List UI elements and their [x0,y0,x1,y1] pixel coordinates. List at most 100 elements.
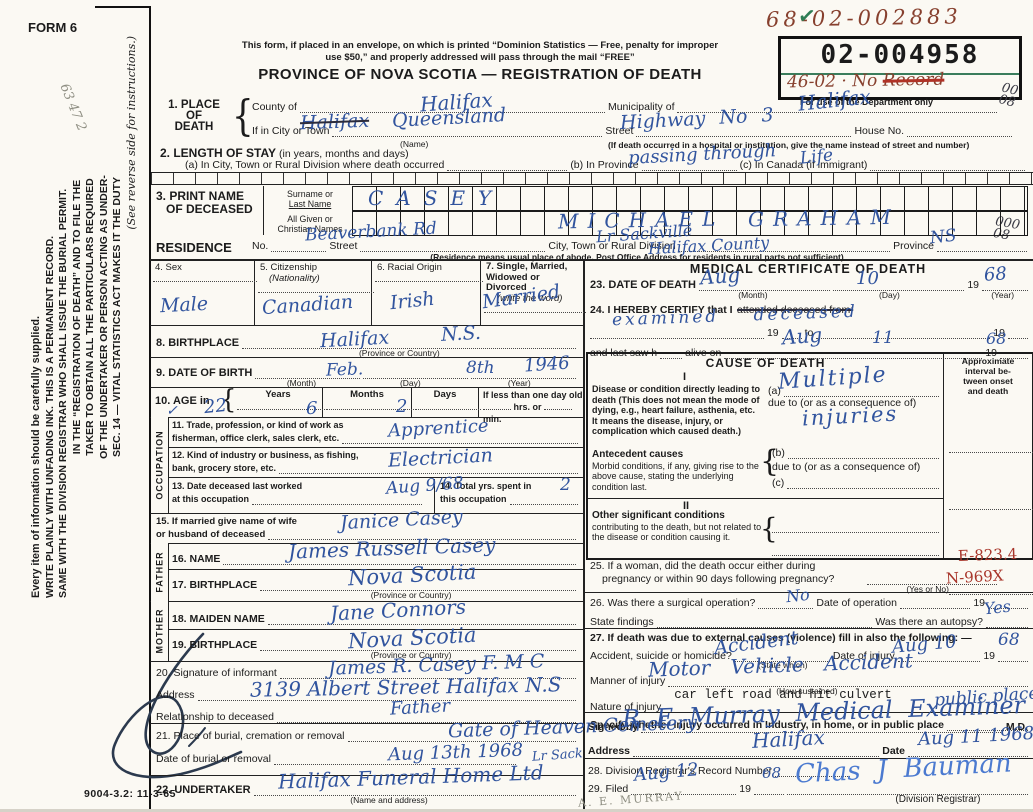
dept-note-struck: Record [882,69,945,91]
manner-row: Manner of injury (How sustained) [590,674,1028,696]
other-sub: contributing to the death, but not relat… [592,521,762,543]
certify-line1: 24. I HEREBY CERTIFY that I attended dec… [590,300,1028,318]
sidebar-line-of-the: OF THE UNDERTAKER OR PERSON ACTING AS UN… [97,175,110,459]
informant-relationship-row: Relationship to deceased [156,710,576,723]
cause-of-death-box: CAUSE OF DEATH I Disease or condition di… [586,352,1033,595]
s1-line3: DEATH [174,121,214,133]
antecedent-label-block: Antecedent causes Morbid conditions, if … [592,449,762,492]
row-29: 29. Filed 19 (Division Registrar) [588,782,1028,805]
nature-typed-value: car left road and hit culvert [674,688,892,702]
interval-line4: and death [967,386,1009,396]
certify-label: 24. I HEREBY CERTIFY that I [590,304,733,316]
age-days-cell: Days [412,387,481,417]
row-4-7: 4. Sex 5. Citizenship (Nationality) 6. R… [150,259,586,325]
burial-place-field [347,729,576,742]
filed-label: 29. Filed [588,783,629,795]
s2-fields-row: (a) In City, Town or Rural Division wher… [185,158,1025,171]
mother-birthplace-label: 19. BIRTHPLACE [172,639,258,651]
cause-a-group: (a) due to (or as a consequence of) [768,384,939,409]
mail-notice-line2: use $50,” and properly addressed will pa… [325,52,635,63]
citizenship-field [258,280,374,293]
dept-only-caption: For use of the Department only [800,97,934,107]
father-vertical-label: FATHER [151,543,169,601]
state-which-caption: (State which) [758,660,808,670]
residence-province-label: Province [893,240,934,252]
municipality-label: Municipality of [607,101,675,113]
father-name-field [223,552,576,565]
hw-surname: CASEY [368,186,505,210]
mother-vertical-label: MOTHER [151,601,169,661]
cause-roman-1: I [683,371,687,383]
antecedent-label: Antecedent causes [592,449,684,460]
rule-r20 [150,723,583,724]
row-17: 17. BIRTHPLACE (Province or Country) [172,578,576,600]
surname-row: Surname or Last Name [268,186,1028,211]
rule-r12 [167,477,583,478]
age-label-cell: 10. AGE in [150,387,220,417]
specify-field [946,718,1028,731]
other-fields [772,520,939,556]
cause-roman-2: II [683,500,690,512]
operation-date-label: Date of operation [816,597,897,609]
antecedent-sub: Morbid conditions, if any, giving rise t… [592,460,759,492]
city-field [332,124,603,137]
operation-pre: 19 [973,597,985,609]
marital-label2: Widowed or Divorced [486,271,540,293]
total-years-label2: this occupation [440,494,507,504]
findings-field [656,615,873,628]
hw-trade: Apprentice [387,415,490,442]
residence-province-field [937,239,1027,252]
ink-flourish [111,632,243,779]
death-month-caption: (Month) [738,290,768,300]
operation-field [758,596,814,609]
rule-r11 [167,447,583,448]
hw-relationship: Father [389,695,451,720]
house-field [907,124,1012,137]
industry-label1: 12. Kind of industry or business, as fis… [172,450,359,460]
hw-autopsy: Yes [983,596,1012,619]
cause-title: CAUSE OF DEATH [705,356,826,370]
md-address-row: Address Date [588,744,1028,757]
alive-year-field [1000,346,1028,359]
handwritten-file-number: 68-02-002883 [765,4,962,32]
given-names-label: All Given or Christian Names [268,214,352,234]
death-day-field: (Day) [833,278,965,300]
green-check-icon: ✓ [796,3,818,30]
cause-a-field [783,384,939,397]
other-field-2 [772,543,939,556]
hw-code-n: N-969X [945,566,1004,588]
age-hrs-label: hrs. or [513,402,542,412]
column-divider [583,259,585,812]
s1-brace: { [232,91,254,141]
racial-origin-label: 6. Racial Origin [377,262,442,273]
row-21: 21. Place of burial, cremation or remova… [156,729,576,765]
interval-line1: Approximate [961,356,1015,366]
hw-city-struck: Halifax [299,109,370,135]
surname-boxes [352,186,1028,211]
row-26: 26. Was there a surgical operation? Date… [590,596,1028,628]
row-9: 9. DATE OF BIRTH (Month) (Day) (Year) [156,366,576,388]
last-worked-field [252,492,422,505]
row-25: 25. If a woman, did the death occur eith… [590,560,1028,594]
md-date-field [908,744,1028,757]
hw-informant-address: 3139 Albert Street Halifax N.S [249,672,562,702]
interval-field-c [949,582,1033,595]
autopsy-label: Was there an autopsy? [875,616,983,628]
green-rule [781,73,1019,75]
residence-city-field [678,239,891,252]
marital-label3: (write the word) [497,292,563,304]
relationship-label: Relationship to deceased [156,711,274,723]
last-worked-label2: at this occupation [172,494,250,504]
hw-dob-month: Feb. [325,359,364,381]
age-months-field [326,397,414,410]
mother-vertical-text: MOTHER [154,608,165,654]
age-days-label: Days [433,389,457,400]
undertaker-field: (Name and address) [253,783,576,805]
cause-main: CAUSE OF DEATH I Disease or condition di… [588,354,944,558]
rule-25 [585,592,1033,593]
sex-cell: 4. Sex [150,259,257,325]
informant-address-label: Address [156,689,195,701]
hw-code-e: E-823.4 [957,544,1018,566]
birthplace-field: (Province or Country) [242,336,576,358]
hw-filed-year: 68 [762,764,782,782]
